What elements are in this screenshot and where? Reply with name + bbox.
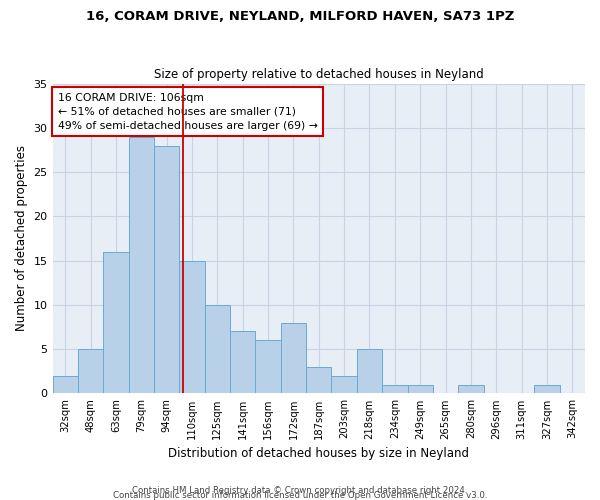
- Bar: [281, 322, 306, 394]
- Bar: [407, 384, 433, 394]
- Bar: [128, 136, 154, 394]
- Bar: [154, 146, 179, 394]
- Text: Contains HM Land Registry data © Crown copyright and database right 2024.: Contains HM Land Registry data © Crown c…: [132, 486, 468, 495]
- Bar: [53, 376, 78, 394]
- Bar: [306, 367, 331, 394]
- Title: Size of property relative to detached houses in Neyland: Size of property relative to detached ho…: [154, 68, 484, 81]
- Bar: [382, 384, 407, 394]
- Bar: [205, 305, 230, 394]
- Bar: [331, 376, 357, 394]
- Bar: [230, 332, 256, 394]
- Bar: [256, 340, 281, 394]
- Text: Contains public sector information licensed under the Open Government Licence v3: Contains public sector information licen…: [113, 491, 487, 500]
- Bar: [458, 384, 484, 394]
- Bar: [357, 349, 382, 394]
- Bar: [78, 349, 103, 394]
- X-axis label: Distribution of detached houses by size in Neyland: Distribution of detached houses by size …: [168, 447, 469, 460]
- Bar: [103, 252, 128, 394]
- Bar: [179, 260, 205, 394]
- Y-axis label: Number of detached properties: Number of detached properties: [15, 146, 28, 332]
- Text: 16, CORAM DRIVE, NEYLAND, MILFORD HAVEN, SA73 1PZ: 16, CORAM DRIVE, NEYLAND, MILFORD HAVEN,…: [86, 10, 514, 23]
- Bar: [534, 384, 560, 394]
- Text: 16 CORAM DRIVE: 106sqm
← 51% of detached houses are smaller (71)
49% of semi-det: 16 CORAM DRIVE: 106sqm ← 51% of detached…: [58, 93, 318, 131]
